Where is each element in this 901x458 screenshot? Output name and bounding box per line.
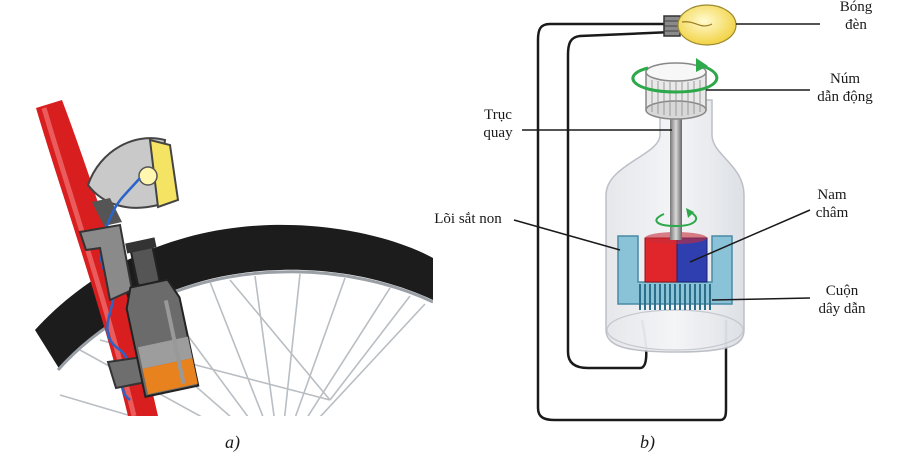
rotation-arrow-magnet — [655, 208, 698, 228]
leader-lines — [513, 23, 820, 301]
label-magnet-line2: châm — [815, 205, 849, 221]
label-shaft: Trục quay — [470, 106, 526, 142]
light-bulb-icon — [663, 4, 737, 46]
label-knob-line2: dẫn động — [817, 89, 873, 105]
bottle-dynamo — [125, 237, 200, 398]
rotation-arrow-top — [631, 58, 719, 94]
label-core: Lõi sắt non — [434, 211, 502, 227]
caption-b: b) — [640, 432, 655, 453]
rotating-shaft — [670, 100, 682, 240]
label-coil: Cuộn dây dẫn — [802, 282, 882, 318]
drive-knob — [645, 62, 707, 120]
label-magnet-line1: Nam — [817, 187, 847, 203]
figure-b-dynamo-cutaway — [513, 4, 820, 422]
label-knob-line1: Núm — [830, 71, 860, 87]
coil-windings — [639, 284, 711, 310]
label-knob: Núm dẫn động — [800, 70, 890, 106]
label-shaft-line2: quay — [483, 125, 513, 141]
label-bulb-line1: Bóng — [839, 0, 873, 15]
circuit-wire-inner — [566, 30, 673, 370]
label-coil-line1: Cuộn — [825, 283, 859, 299]
label-coil-line2: dây dẫn — [818, 301, 866, 317]
headlamp — [86, 137, 180, 226]
magnet-north — [644, 237, 678, 283]
label-magnet: Nam châm — [802, 186, 862, 222]
caption-a: a) — [225, 432, 240, 453]
figure-a-bicycle-dynamo — [35, 100, 433, 416]
circuit-wire — [536, 22, 728, 422]
label-shaft-line1: Trục — [484, 107, 512, 123]
label-bulb-line2: đèn — [845, 17, 867, 33]
label-bulb: Bóng đèn — [820, 0, 892, 34]
magnet-south — [676, 237, 708, 283]
